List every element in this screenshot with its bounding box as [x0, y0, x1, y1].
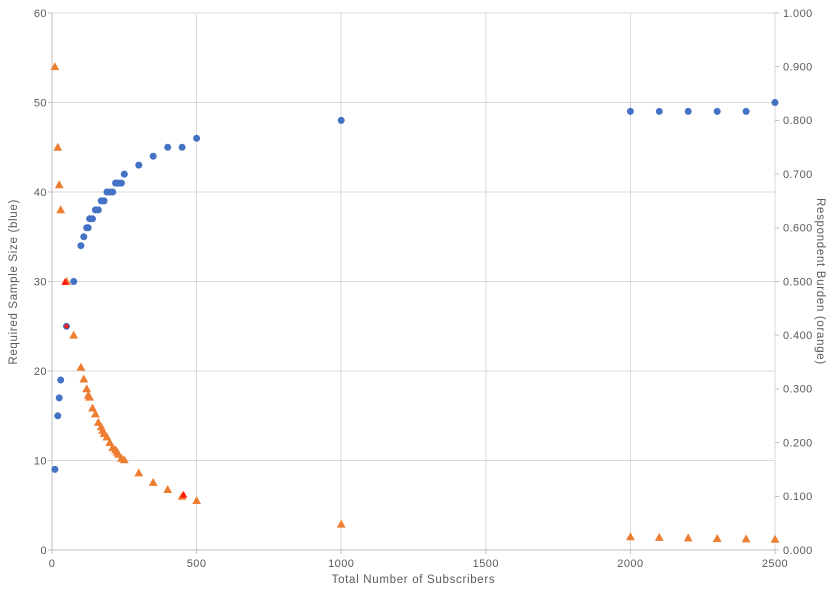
right-tick-label: 0.600 [783, 223, 813, 235]
right-tick-label: 0.100 [783, 491, 813, 503]
left-axis-title: Required Sample Size (blue) [8, 198, 20, 365]
x-axis-title: Total Number of Subscribers [331, 574, 496, 586]
left-tick-label: 0 [40, 545, 47, 557]
left-tick-label: 40 [34, 187, 47, 199]
right-tick-label: 0.200 [783, 437, 813, 449]
series-burden-highlight [61, 278, 188, 498]
x-tick-label: 1500 [473, 558, 499, 570]
left-tick-labels: 0 10 20 30 40 50 60 [34, 8, 47, 557]
left-tick-label: 30 [34, 276, 47, 288]
left-tick-label: 60 [34, 8, 47, 20]
x-tick-label: 1000 [328, 558, 354, 570]
right-tick-labels: 0.000 0.100 0.200 0.300 0.400 0.500 0.600 0.700… [783, 8, 813, 557]
gridlines [52, 12, 776, 550]
axis-lines [48, 12, 779, 554]
x-tick-label: 2000 [617, 558, 643, 570]
left-tick-label: 10 [34, 455, 47, 467]
right-tick-label: 0.700 [783, 169, 813, 181]
right-axis-title: Respondent Burden (orange) [814, 198, 826, 365]
left-tick-label: 20 [34, 366, 47, 378]
left-tick-label: 50 [34, 97, 47, 109]
right-tick-label: 1.000 [783, 8, 813, 20]
right-tick-label: 0.900 [783, 62, 813, 74]
right-tick-label: 0.800 [783, 115, 813, 127]
series-sample-size-highlight [64, 324, 69, 329]
right-tick-label: 0.500 [783, 276, 813, 288]
series-burden [50, 62, 780, 543]
right-tick-label: 0.000 [783, 545, 813, 557]
right-tick-label: 0.400 [783, 330, 813, 342]
series-sample-size [51, 99, 779, 473]
right-tick-label: 0.300 [783, 384, 813, 396]
x-tick-label: 2500 [762, 558, 788, 570]
x-tick-labels: 0 500 1000 1500 2000 2500 [49, 558, 788, 570]
x-tick-label: 0 [49, 558, 56, 570]
x-tick-label: 500 [187, 558, 207, 570]
